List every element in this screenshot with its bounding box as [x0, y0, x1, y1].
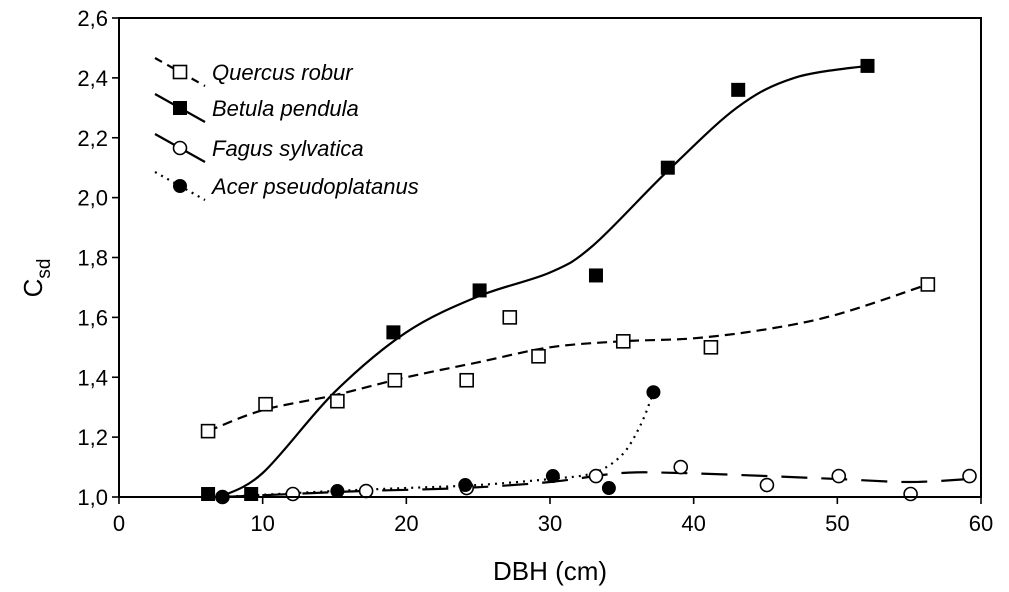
data-point-acer-pseudoplatanus: [545, 469, 560, 484]
x-tick-label: 30: [538, 511, 562, 536]
y-tick-label: 1,8: [77, 246, 108, 271]
data-point-quercus-robur: [703, 340, 719, 355]
legend-item-betula-pendula: Betula pendula: [154, 93, 359, 123]
data-point-fagus-sylvatica: [903, 486, 918, 502]
data-point-quercus-robur: [387, 372, 403, 388]
fit-curve-quercus-robur: [207, 283, 929, 433]
fit-curve-betula-pendula: [219, 64, 867, 498]
y-tick-label: 2,2: [77, 126, 108, 151]
y-axis-title: Csd: [18, 259, 55, 298]
data-point-betula-pendula: [660, 160, 675, 175]
data-point-fagus-sylvatica: [962, 468, 977, 484]
data-point-quercus-robur: [459, 372, 474, 388]
legend-item-quercus-robur: Quercus robur: [154, 57, 354, 87]
plot-frame: [118, 17, 982, 498]
x-tick-label: 0: [113, 511, 125, 536]
data-point-fagus-sylvatica: [759, 477, 775, 493]
y-axis-title-main: C: [18, 279, 48, 298]
data-point-quercus-robur: [615, 334, 631, 349]
data-point-betula-pendula: [244, 487, 259, 502]
legend-label-fagus-sylvatica: Fagus sylvatica: [212, 136, 364, 161]
data-point-acer-pseudoplatanus: [601, 481, 616, 496]
points-quercus-robur: [200, 277, 936, 439]
legend-marker-acer-pseudoplatanus: [173, 179, 187, 193]
data-point-acer-pseudoplatanus: [330, 484, 345, 499]
fit-curve-acer-pseudoplatanus: [222, 391, 655, 499]
points-betula-pendula: [201, 58, 875, 502]
data-point-fagus-sylvatica: [831, 468, 847, 484]
data-point-fagus-sylvatica: [673, 459, 689, 475]
data-point-betula-pendula: [472, 283, 487, 298]
data-point-fagus-sylvatica: [358, 483, 374, 499]
x-tick-label: 40: [681, 511, 705, 536]
y-tick-label: 1,6: [77, 305, 108, 330]
legend-marker-betula-pendula: [173, 101, 187, 115]
legend-item-acer-pseudoplatanus: Acer pseudoplatanus: [154, 171, 419, 201]
y-tick-label: 1,2: [77, 425, 108, 450]
series-quercus-robur: [207, 283, 929, 433]
data-point-acer-pseudoplatanus: [458, 478, 473, 493]
x-axis-title: DBH (cm): [493, 556, 607, 586]
data-point-quercus-robur: [920, 277, 936, 292]
data-point-quercus-robur: [531, 348, 546, 364]
data-point-fagus-sylvatica: [588, 468, 604, 484]
y-tick-label: 1,4: [77, 365, 108, 390]
series-acer-pseudoplatanus: [222, 391, 655, 499]
x-tick-label: 50: [825, 511, 849, 536]
series-betula-pendula: [219, 64, 867, 498]
legend-marker-quercus-robur: [172, 64, 188, 80]
y-tick-label: 2,0: [77, 186, 108, 211]
data-point-quercus-robur: [330, 393, 345, 409]
x-tick-label: 60: [969, 511, 993, 536]
x-tick-label: 20: [394, 511, 418, 536]
y-axis-title-subscript: sd: [34, 259, 55, 279]
y-tick-label: 2,6: [77, 6, 108, 31]
legend-label-betula-pendula: Betula pendula: [212, 96, 359, 121]
data-point-quercus-robur: [200, 423, 216, 439]
legend-item-fagus-sylvatica: Fagus sylvatica: [154, 133, 364, 163]
data-point-betula-pendula: [731, 82, 746, 97]
legend: Quercus robur Betula pendula Fagus sylvati…: [154, 57, 419, 201]
y-tick-label: 2,4: [77, 66, 108, 91]
data-point-betula-pendula: [386, 325, 401, 340]
data-point-fagus-sylvatica: [285, 486, 301, 502]
legend-marker-fagus-sylvatica: [172, 140, 188, 156]
x-tick-label: 10: [250, 511, 274, 536]
points-acer-pseudoplatanus: [215, 385, 661, 504]
data-point-quercus-robur: [258, 396, 273, 412]
data-point-acer-pseudoplatanus: [646, 385, 661, 400]
data-point-betula-pendula: [588, 268, 603, 283]
data-point-betula-pendula: [860, 58, 875, 73]
legend-label-acer-pseudoplatanus: Acer pseudoplatanus: [210, 174, 419, 199]
data-point-betula-pendula: [201, 487, 216, 502]
y-tick-label: 1,0: [77, 485, 108, 510]
legend-label-quercus-robur: Quercus robur: [212, 60, 354, 85]
data-point-quercus-robur: [502, 310, 518, 325]
